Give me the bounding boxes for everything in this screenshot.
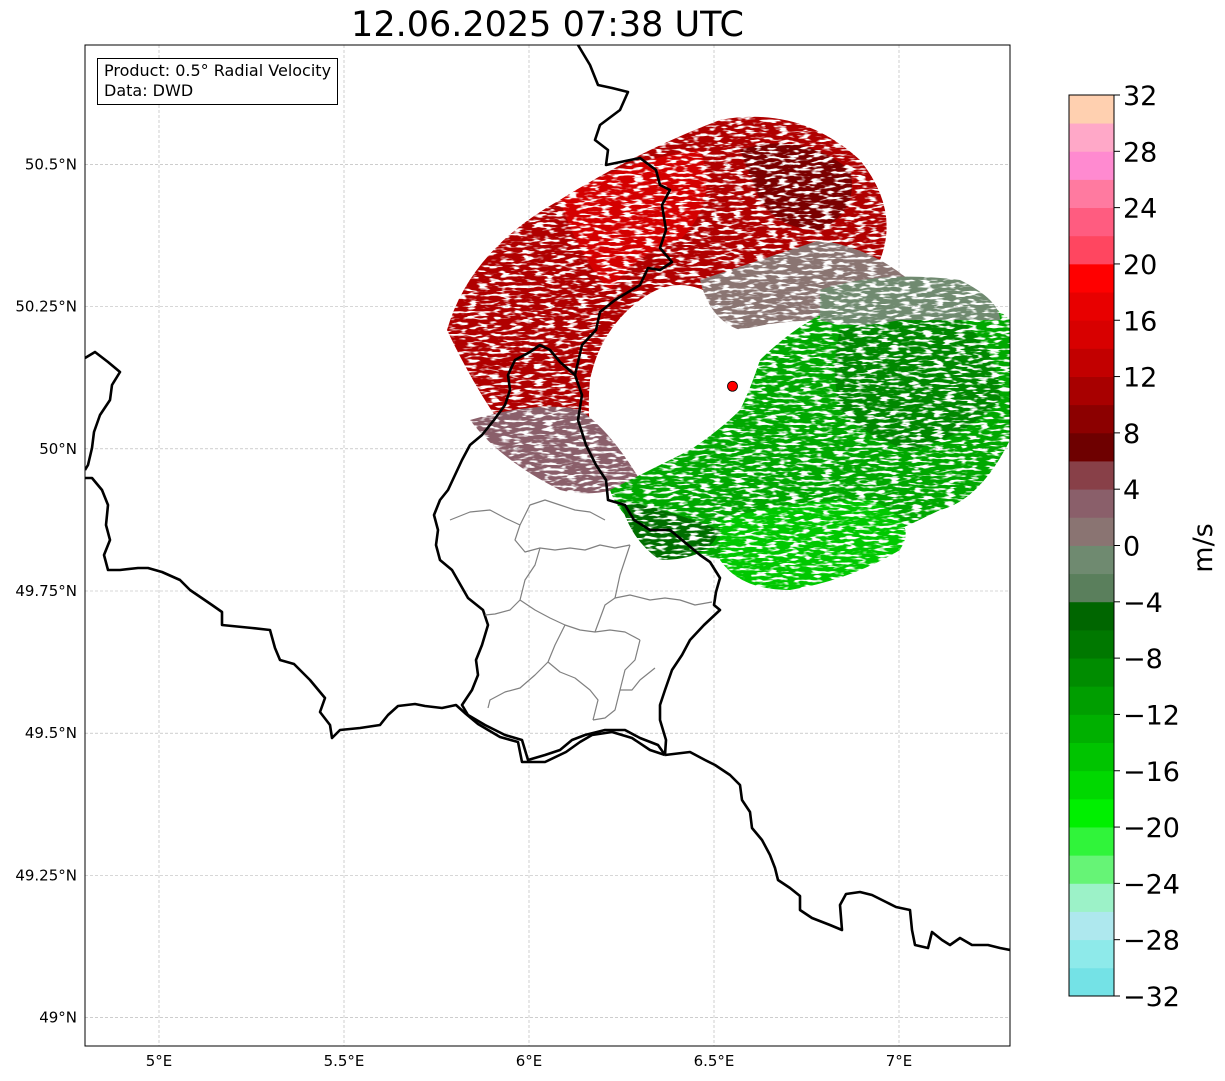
colorbar-tick-label: −32 — [1123, 982, 1180, 1013]
lat-tick-label: 50°N — [39, 440, 77, 458]
longitude-ticks: 5°E 5.5°E 6°E 6.5°E 7°E — [146, 1052, 913, 1070]
colorbar-tick-label: 24 — [1123, 194, 1157, 225]
colorbar-swatch — [1069, 320, 1114, 349]
colorbar-swatch — [1069, 967, 1114, 997]
lon-tick-label: 6°E — [516, 1052, 543, 1070]
colorbar-tick-label: −24 — [1123, 869, 1180, 900]
lat-tick-label: 49°N — [39, 1009, 77, 1027]
colorbar-tick-label: 32 — [1123, 81, 1157, 112]
colorbar-tick-label: −28 — [1123, 926, 1180, 957]
colorbar-tick-label: 20 — [1123, 250, 1157, 281]
lon-tick-label: 5.5°E — [324, 1052, 365, 1070]
colorbar-swatch — [1069, 123, 1114, 152]
colorbar-tick-label: 12 — [1123, 363, 1157, 394]
map-title: 12.06.2025 07:38 UTC — [351, 5, 744, 45]
colorbar-tick-label: 0 — [1123, 532, 1140, 563]
colorbar-swatch — [1069, 432, 1114, 462]
colorbar-swatch — [1069, 827, 1114, 856]
colorbar-swatch — [1069, 658, 1114, 687]
colorbar-swatch — [1069, 939, 1114, 969]
product-info-box: Product: 0.5° Radial Velocity Data: DWD — [97, 58, 339, 105]
colorbar-swatch — [1069, 489, 1114, 518]
colorbar-swatch — [1069, 461, 1114, 490]
colorbar-swatch — [1069, 207, 1114, 237]
latitude-ticks: 50.5°N 50.25°N 50°N 49.75°N 49.5°N 49.25°N 49°… — [15, 155, 77, 1026]
product-label: Product: 0.5° Radial Velocity — [104, 61, 332, 80]
colorbar-swatch — [1069, 883, 1114, 912]
colorbar-swatch — [1069, 798, 1114, 828]
colorbar-swatch — [1069, 179, 1114, 209]
colorbar-swatch — [1069, 629, 1114, 659]
colorbar-tick-label: −4 — [1123, 588, 1163, 619]
map-frame-border — [84, 44, 1011, 1047]
colorbar-swatch — [1069, 686, 1114, 715]
colorbar-swatch — [1069, 263, 1114, 293]
country-borders — [85, 45, 1010, 952]
colorbar-swatch — [1069, 517, 1114, 546]
colorbar-unit-label: m/s — [1188, 523, 1219, 572]
colorbar-tick-label: 8 — [1123, 419, 1140, 450]
colorbar-tick-label: −20 — [1123, 813, 1180, 844]
admin-borders — [449, 499, 713, 721]
colorbar-swatch — [1069, 601, 1114, 631]
colorbar-swatch — [1069, 376, 1114, 406]
colorbar-tick-label: −8 — [1123, 644, 1163, 675]
colorbar-swatch — [1069, 95, 1114, 124]
colorbar-tick-label: 28 — [1123, 137, 1157, 168]
colorbar-swatch — [1069, 911, 1114, 941]
lat-tick-label: 49.75°N — [15, 582, 77, 600]
colorbar-swatch — [1069, 855, 1114, 884]
radar-site-marker — [727, 380, 738, 392]
colorbar-swatch — [1069, 348, 1114, 377]
lat-tick-label: 50.5°N — [25, 155, 77, 173]
lat-tick-label: 49.25°N — [15, 866, 77, 884]
colorbar-swatch — [1069, 714, 1114, 743]
colorbar-tick-label: −16 — [1123, 757, 1180, 788]
colorbar-tick-label: 4 — [1123, 475, 1140, 506]
lat-tick-label: 50.25°N — [15, 298, 77, 316]
colorbar-swatch — [1069, 151, 1114, 180]
colorbar-swatch — [1069, 292, 1114, 321]
colorbar-swatch — [1069, 235, 1114, 265]
colorbar-tick-label: −12 — [1123, 700, 1180, 731]
lat-tick-label: 49.5°N — [25, 724, 77, 742]
colorbar-tick-label: 16 — [1123, 306, 1157, 337]
data-source-label: Data: DWD — [104, 81, 194, 100]
colorbar-swatch — [1069, 742, 1114, 772]
colorbar-swatch — [1069, 770, 1114, 800]
lon-tick-label: 6.5°E — [694, 1052, 735, 1070]
colorbar: 32 28 24 20 16 12 8 4 0 −4 −8 −12 −16 −20 −24 −28 −32 — [1068, 81, 1180, 1013]
colorbar-swatch — [1069, 545, 1114, 575]
colorbar-swatch — [1069, 573, 1114, 603]
lon-tick-label: 7°E — [886, 1052, 913, 1070]
lon-tick-label: 5°E — [146, 1052, 173, 1070]
colorbar-swatch — [1069, 404, 1114, 434]
